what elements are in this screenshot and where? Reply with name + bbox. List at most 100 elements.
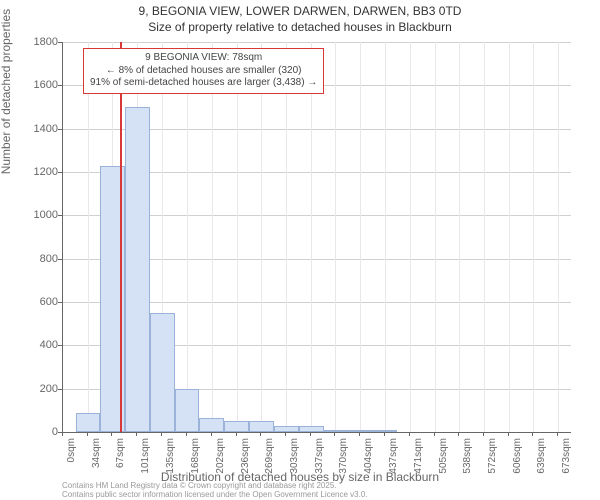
x-tick	[483, 432, 484, 436]
y-tick	[58, 389, 62, 390]
y-tick	[58, 85, 62, 86]
y-tick-label: 1200	[26, 166, 58, 178]
footer-line1: Contains HM Land Registry data © Crown c…	[62, 481, 337, 490]
chart-title: 9, BEGONIA VIEW, LOWER DARWEN, DARWEN, B…	[0, 0, 600, 35]
x-tick-label: 639sqm	[536, 438, 547, 474]
x-tick	[211, 432, 212, 436]
y-tick-label: 200	[26, 383, 58, 395]
x-tick	[236, 432, 237, 436]
gridline-v	[187, 42, 188, 432]
x-tick-label: 437sqm	[388, 438, 399, 474]
x-tick	[334, 432, 335, 436]
footer-attribution: Contains HM Land Registry data © Crown c…	[62, 481, 368, 499]
gridline-v	[459, 42, 460, 432]
y-tick	[58, 172, 62, 173]
x-tick	[557, 432, 558, 436]
x-tick	[310, 432, 311, 436]
x-tick-label: 337sqm	[314, 438, 325, 474]
x-tick	[62, 432, 63, 436]
histogram-bar	[150, 313, 175, 432]
gridline-v	[533, 42, 534, 432]
info-line2: ← 8% of detached houses are smaller (320…	[106, 65, 302, 76]
x-tick-label: 303sqm	[289, 438, 300, 474]
histogram-bar	[175, 389, 199, 432]
info-line3: 91% of semi-detached houses are larger (…	[90, 77, 317, 88]
y-tick	[58, 259, 62, 260]
y-tick-label: 1800	[26, 36, 58, 48]
gridline-v	[335, 42, 336, 432]
y-tick	[58, 345, 62, 346]
x-tick	[111, 432, 112, 436]
x-tick-label: 572sqm	[487, 438, 498, 474]
y-tick-label: 400	[26, 339, 58, 351]
y-tick-label: 800	[26, 253, 58, 265]
x-tick-label: 168sqm	[190, 438, 201, 474]
gridline-v	[237, 42, 238, 432]
x-tick-label: 0sqm	[66, 438, 77, 462]
x-tick	[384, 432, 385, 436]
x-tick	[161, 432, 162, 436]
y-tick	[58, 42, 62, 43]
y-tick-label: 600	[26, 296, 58, 308]
x-tick-label: 370sqm	[338, 438, 349, 474]
x-tick-label: 34sqm	[91, 438, 102, 468]
gridline-v	[410, 42, 411, 432]
y-tick-label: 1000	[26, 209, 58, 221]
y-tick-label: 0	[26, 426, 58, 438]
x-tick	[136, 432, 137, 436]
footer-line2: Contains public sector information licen…	[62, 490, 368, 499]
y-axis-label: Number of detached properties	[0, 9, 13, 174]
gridline-v	[360, 42, 361, 432]
histogram-bar	[324, 430, 348, 432]
x-tick-label: 538sqm	[462, 438, 473, 474]
gridline-v	[558, 42, 559, 432]
gridline-h	[63, 42, 571, 43]
y-tick	[58, 215, 62, 216]
x-tick	[409, 432, 410, 436]
info-line1: 9 BEGONIA VIEW: 78sqm	[145, 52, 262, 63]
gridline-v	[88, 42, 89, 432]
x-tick	[508, 432, 509, 436]
x-tick-label: 236sqm	[240, 438, 251, 474]
title-line2: Size of property relative to detached ho…	[148, 20, 452, 34]
x-tick	[434, 432, 435, 436]
chart-container: 9, BEGONIA VIEW, LOWER DARWEN, DARWEN, B…	[0, 0, 600, 500]
histogram-bar	[249, 421, 273, 432]
x-tick-label: 202sqm	[215, 438, 226, 474]
x-tick	[260, 432, 261, 436]
y-tick	[58, 129, 62, 130]
x-tick-label: 101sqm	[140, 438, 151, 474]
gridline-v	[435, 42, 436, 432]
x-tick	[532, 432, 533, 436]
gridline-v	[385, 42, 386, 432]
y-tick	[58, 302, 62, 303]
histogram-bar	[373, 430, 397, 432]
reference-info-box: 9 BEGONIA VIEW: 78sqm ← 8% of detached h…	[83, 48, 324, 94]
x-tick-label: 135sqm	[165, 438, 176, 474]
histogram-bar	[199, 418, 224, 432]
y-tick-label: 1600	[26, 79, 58, 91]
x-tick-label: 67sqm	[115, 438, 126, 468]
histogram-bar	[224, 421, 249, 432]
title-line1: 9, BEGONIA VIEW, LOWER DARWEN, DARWEN, B…	[139, 4, 462, 18]
x-tick-label: 606sqm	[512, 438, 523, 474]
x-tick-label: 505sqm	[438, 438, 449, 474]
gridline-v	[484, 42, 485, 432]
reference-line	[120, 42, 122, 432]
x-tick	[87, 432, 88, 436]
histogram-bar	[76, 413, 100, 433]
x-tick-label: 404sqm	[363, 438, 374, 474]
x-tick	[285, 432, 286, 436]
histogram-bar	[299, 426, 324, 432]
x-tick	[458, 432, 459, 436]
x-tick	[186, 432, 187, 436]
x-tick	[359, 432, 360, 436]
gridline-v	[261, 42, 262, 432]
gridline-v	[509, 42, 510, 432]
x-tick-label: 673sqm	[561, 438, 572, 474]
plot-area: 9 BEGONIA VIEW: 78sqm ← 8% of detached h…	[62, 42, 571, 433]
gridline-v	[212, 42, 213, 432]
histogram-bar	[125, 107, 150, 432]
gridline-v	[286, 42, 287, 432]
y-tick-label: 1400	[26, 123, 58, 135]
